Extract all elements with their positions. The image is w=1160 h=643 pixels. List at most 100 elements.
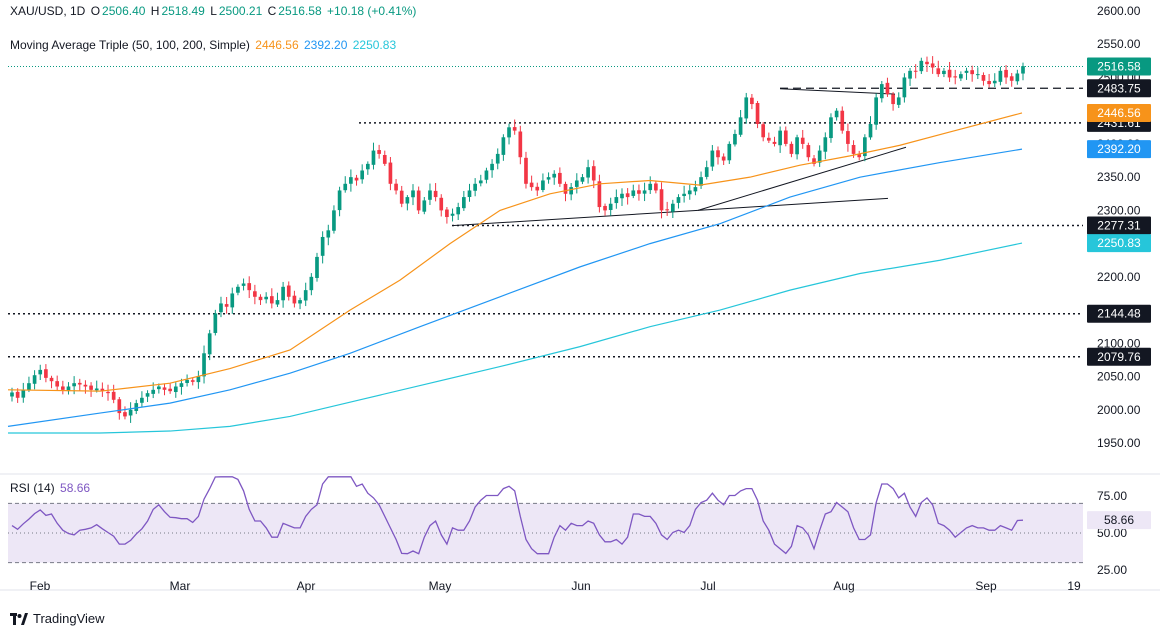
candle-body — [631, 190, 636, 196]
rsi-tick-label: 75.00 — [1097, 489, 1127, 503]
time-tick-label: May — [429, 579, 452, 593]
price-tick-label: 2550.00 — [1097, 37, 1141, 51]
time-tick-label: Jun — [571, 579, 590, 593]
candle-body — [574, 180, 579, 187]
candle-body — [558, 172, 562, 184]
candle-body — [117, 399, 122, 414]
candle-body — [258, 296, 263, 301]
time-tick-label: Aug — [833, 579, 854, 593]
candle-body — [507, 127, 511, 138]
candle-body — [682, 193, 686, 197]
candle-body — [439, 197, 444, 211]
candle-body — [936, 68, 941, 75]
last-price-badge-bg — [1087, 57, 1151, 76]
rsi-tick-label: 50.00 — [1097, 526, 1127, 540]
rsi-line — [11, 476, 1024, 555]
candle-body — [286, 285, 291, 297]
candle-body — [902, 77, 907, 98]
candle-body — [94, 388, 99, 391]
candle-body — [535, 186, 540, 191]
candle-body — [959, 74, 963, 79]
candle-body — [66, 386, 71, 392]
candle-body — [913, 70, 918, 72]
candle-body — [953, 76, 958, 78]
candle-body — [930, 63, 935, 68]
candle-body — [371, 150, 376, 165]
candle-body — [761, 124, 766, 138]
candle-body — [846, 131, 850, 144]
candle-body — [309, 276, 314, 291]
candle-body — [778, 130, 782, 146]
candle-body — [970, 70, 975, 75]
time-tick-label: 19 — [1067, 579, 1081, 593]
candle-body — [394, 183, 398, 191]
candle-body — [806, 145, 811, 158]
candle-body — [281, 286, 285, 301]
candle-body — [106, 391, 110, 394]
candle-body — [552, 173, 557, 178]
candle-body — [755, 103, 760, 124]
rsi-badge: 58.66 — [1104, 513, 1134, 527]
open-value: 2506.40 — [102, 4, 146, 18]
candle-body — [868, 123, 873, 138]
price-tick-label: 2600.00 — [1097, 4, 1141, 18]
candle-body — [467, 190, 472, 198]
candle-body — [44, 369, 48, 378]
candle-body — [445, 209, 449, 218]
level-badge-bg — [1087, 347, 1151, 366]
ma-badge-bg — [1087, 103, 1151, 122]
candle-body — [484, 170, 489, 180]
candle-body — [433, 190, 438, 198]
candle-body — [642, 190, 647, 194]
candle-body — [823, 137, 828, 152]
candle-body — [981, 75, 986, 81]
candle-body — [55, 381, 60, 387]
level-badge-bg — [1087, 79, 1151, 98]
level-badge-bg — [1087, 216, 1151, 235]
candle-body — [89, 385, 93, 390]
candle-body — [27, 383, 31, 390]
candle-body — [416, 190, 421, 211]
candle-body — [687, 190, 692, 195]
candle-body — [21, 389, 26, 398]
candle-body — [490, 163, 494, 171]
ma50-value: 2446.56 — [255, 38, 299, 52]
tradingview-logo[interactable]: TradingView — [10, 611, 105, 626]
candle-body — [750, 97, 754, 105]
candle-body — [800, 137, 805, 144]
candle-body — [157, 386, 161, 390]
candle-body — [478, 180, 483, 184]
candle-body — [241, 283, 246, 286]
candle-body — [269, 296, 274, 304]
candle-body — [738, 117, 743, 135]
rsi-header: RSI (14) 58.66 — [10, 481, 92, 495]
ma200-line — [8, 242, 1023, 434]
price-tick-label: 2000.00 — [1097, 403, 1141, 417]
candle-body — [851, 144, 856, 154]
candle-body — [591, 166, 596, 181]
candle-body — [72, 383, 76, 387]
candle-body — [524, 157, 528, 184]
candle-body — [529, 182, 534, 188]
candle-body — [1004, 69, 1008, 78]
candle-body — [196, 376, 201, 383]
time-tick-label: Feb — [30, 579, 51, 593]
ma50-line — [7, 112, 1023, 392]
candle-body — [637, 190, 641, 194]
candle-body — [185, 379, 189, 384]
candle-body — [625, 193, 630, 198]
candle-body — [942, 70, 946, 75]
candle-body — [840, 110, 845, 131]
low-value: 2500.21 — [218, 4, 263, 18]
candle-body — [77, 382, 82, 385]
candle-body — [710, 150, 715, 167]
rsi-tick-label: 25.00 — [1097, 563, 1127, 577]
candle-body — [908, 70, 912, 79]
candle-body — [670, 203, 675, 212]
candle-body — [975, 74, 980, 76]
candle-body — [727, 143, 732, 161]
candle-body — [925, 61, 929, 65]
candle-body — [253, 291, 257, 297]
candle-body — [428, 190, 432, 200]
